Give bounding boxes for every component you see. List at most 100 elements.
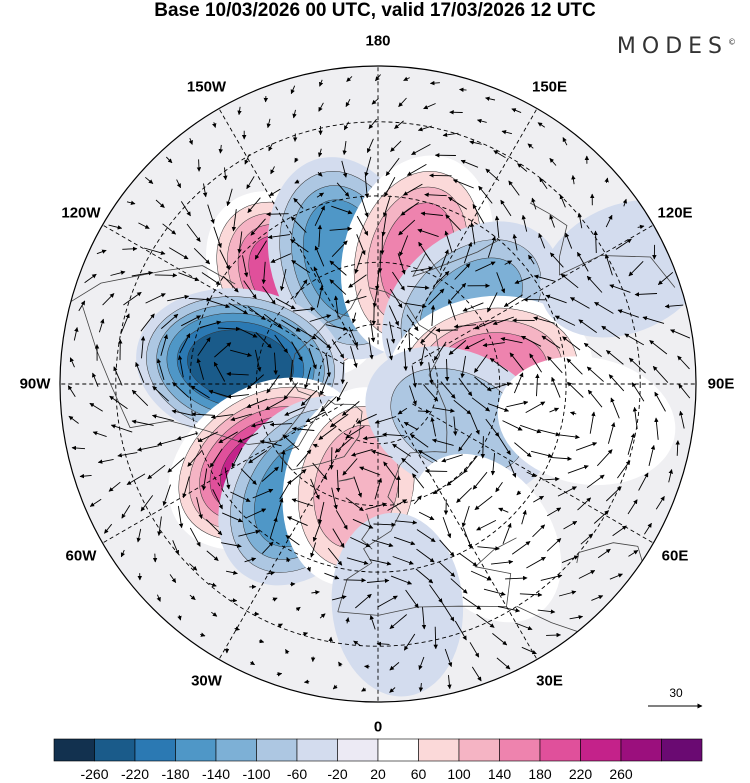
wind-arrow <box>126 473 146 485</box>
wind-arrow <box>286 556 291 563</box>
wind-arrow <box>411 144 431 155</box>
wind-arrow <box>587 389 603 408</box>
wind-arrow <box>500 199 512 217</box>
wind-arrow <box>329 279 347 295</box>
latitude-circle <box>317 323 439 445</box>
wind-arrow <box>642 316 665 324</box>
wind-arrow <box>508 180 520 196</box>
wind-arrow <box>156 594 161 602</box>
wind-arrow <box>459 552 478 567</box>
wind-arrow <box>540 574 563 581</box>
wind-arrow <box>208 389 230 398</box>
wind-arrow <box>546 538 562 552</box>
wind-arrow <box>559 194 566 208</box>
wind-arrow <box>413 495 422 505</box>
wind-arrow <box>361 687 367 692</box>
wind-arrow <box>237 231 243 254</box>
wind-arrow <box>385 157 400 177</box>
wind-arrow <box>340 361 346 385</box>
wind-arrow <box>122 246 138 252</box>
wind-arrow <box>294 279 308 299</box>
wind-arrow <box>329 447 334 470</box>
wind-vectors <box>67 74 691 693</box>
wind-arrow <box>230 598 238 603</box>
wind-arrow <box>464 338 485 350</box>
wind-arrow <box>533 316 555 324</box>
wind-arrow <box>615 238 632 250</box>
wind-arrow <box>110 270 126 276</box>
wind-arrow <box>487 236 496 258</box>
wind-arrow <box>218 431 238 444</box>
colorbar-swatch <box>620 738 662 762</box>
wind-arrow <box>155 199 165 208</box>
wind-arrow <box>329 413 349 428</box>
wind-arrow <box>678 410 685 429</box>
wind-arrow <box>316 285 324 308</box>
wind-arrow <box>392 271 405 291</box>
wind-arrow <box>485 96 496 101</box>
wind-arrow <box>442 516 452 539</box>
wind-arrow <box>433 341 447 361</box>
wind-arrow <box>325 354 332 378</box>
wind-arrow <box>554 315 576 326</box>
wind-arrow <box>444 358 450 382</box>
wind-arrow <box>214 342 232 358</box>
wind-arrow <box>493 150 506 158</box>
wind-arrow <box>336 381 348 402</box>
wind-arrow <box>454 620 467 641</box>
meridian-line <box>75 209 344 365</box>
wind-arrow <box>189 527 201 547</box>
wind-arrow <box>418 683 424 692</box>
wind-arrow <box>329 226 353 232</box>
wind-arrow <box>247 306 266 321</box>
wind-arrow <box>362 435 386 441</box>
wind-arrow <box>138 222 150 229</box>
wind-arrow <box>277 623 283 628</box>
wind-arrow <box>469 222 476 245</box>
wind-arrow <box>610 397 620 419</box>
wind-arrow <box>117 452 138 458</box>
wind-arrow <box>89 402 103 412</box>
wind-arrow <box>528 254 535 265</box>
longitude-label: 60E <box>661 547 689 564</box>
wind-arrow <box>266 571 275 576</box>
wind-arrow <box>577 212 583 229</box>
wind-arrow <box>205 519 223 536</box>
wind-arrow <box>325 324 348 331</box>
wind-arrow <box>370 320 376 343</box>
wind-arrow <box>563 521 578 530</box>
wind-arrow <box>439 249 449 271</box>
wind-arrow <box>244 154 250 165</box>
wind-arrow <box>549 252 564 268</box>
wind-arrow <box>269 517 278 539</box>
wind-arrow <box>575 442 598 451</box>
wind-arrow <box>463 455 478 474</box>
wind-arrow <box>501 130 513 135</box>
wind-arrow <box>529 353 542 373</box>
wind-arrow <box>154 273 178 278</box>
colorbar-swatch <box>418 738 460 762</box>
wind-arrow <box>73 327 79 341</box>
wind-arrow <box>156 358 165 381</box>
wind-arrow <box>418 656 425 671</box>
wind-arrow <box>78 300 86 312</box>
wind-arrow <box>254 349 262 372</box>
wind-arrow <box>652 365 669 383</box>
colorbar-tick-label: 180 <box>528 766 552 782</box>
wind-arrow <box>338 661 343 667</box>
wind-arrow <box>135 361 145 383</box>
wind-arrow <box>286 516 308 527</box>
wind-arrow <box>628 260 644 277</box>
colorbar-swatch <box>256 738 298 762</box>
wind-arrow <box>302 632 309 637</box>
wind-arrow <box>470 413 480 435</box>
wind-arrow <box>179 333 191 354</box>
wind-arrow <box>275 497 284 520</box>
wind-arrow <box>283 382 299 400</box>
wind-arrow <box>207 204 215 224</box>
longitude-label: 30W <box>191 672 222 690</box>
wind-arrow <box>389 288 403 309</box>
wind-arrow <box>222 512 243 523</box>
wind-arrow <box>292 109 297 119</box>
wind-arrow <box>234 626 240 631</box>
